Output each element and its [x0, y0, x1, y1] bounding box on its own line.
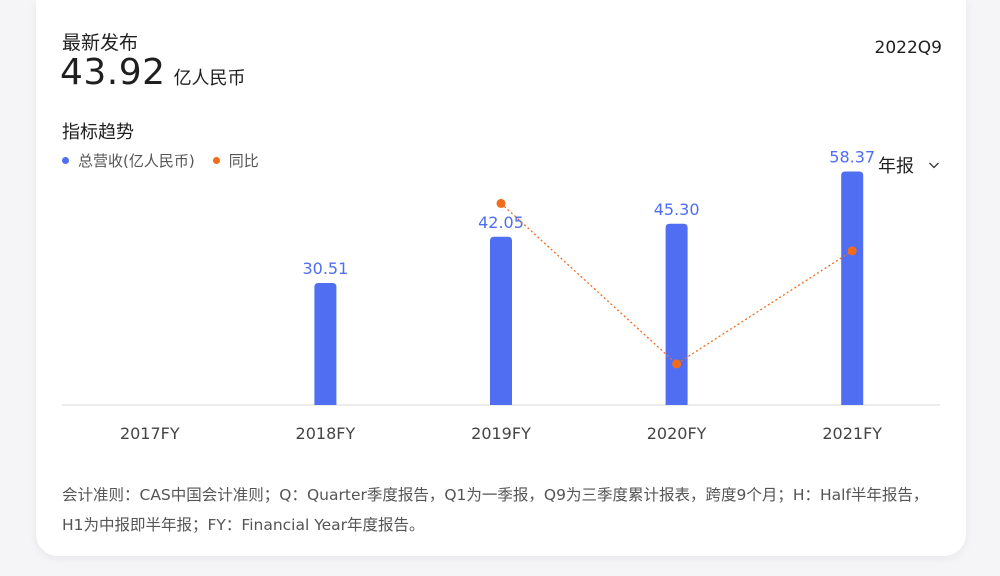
latest-unit: 亿人民币	[173, 68, 246, 89]
chevron-down-icon	[929, 162, 939, 169]
legend-dot-revenue	[62, 157, 69, 164]
legend-label-revenue: 总营收(亿人民币)	[78, 152, 195, 170]
trend-title: 指标趋势	[62, 122, 134, 143]
latest-value-row: 43.92 亿人民币	[60, 52, 246, 93]
legend-dot-yoy	[212, 157, 220, 164]
accounting-footnote: 会计准则：CAS中国会计准则；Q：Quarter季度报告，Q1为一季报，Q9为三…	[62, 486, 929, 534]
latest-period: 2022Q9	[874, 38, 942, 58]
legend-item-yoy[interactable]: 同比	[212, 150, 259, 171]
x-tick-label: 2021FY	[822, 424, 882, 443]
x-tick-label: 2018FY	[296, 424, 356, 443]
report-period-label: 年报	[878, 156, 914, 177]
x-tick-label: 2017FY	[120, 424, 180, 443]
yoy-point	[672, 359, 682, 369]
bar-value-label: 30.51	[302, 259, 348, 278]
latest-release-label: 最新发布	[62, 32, 139, 54]
chart-legend: 总营收(亿人民币) 同比	[62, 150, 277, 171]
yoy-point	[847, 246, 857, 256]
bar-value-label: 45.30	[654, 200, 700, 219]
latest-value: 43.92	[60, 52, 166, 93]
report-period-dropdown[interactable]: 年报	[878, 152, 940, 178]
yoy-point	[496, 198, 506, 208]
revenue-bar	[314, 282, 337, 405]
legend-label-yoy: 同比	[228, 152, 259, 170]
legend-item-revenue[interactable]: 总营收(亿人民币)	[62, 150, 195, 171]
x-tick-label: 2019FY	[471, 424, 531, 443]
bar-value-label: 58.37	[829, 148, 875, 167]
bar-value-label: 42.05	[478, 213, 524, 232]
revenue-bar	[490, 236, 512, 405]
revenue-bar	[841, 171, 864, 405]
x-tick-label: 2020FY	[647, 424, 707, 443]
revenue-bar	[665, 223, 688, 405]
